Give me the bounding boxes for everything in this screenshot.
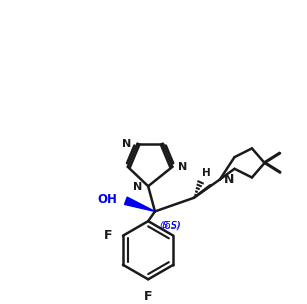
Text: (δS): (δS) — [161, 220, 181, 230]
Text: F: F — [144, 290, 152, 303]
Text: H: H — [203, 168, 211, 178]
Text: N: N — [224, 173, 234, 186]
Text: N: N — [178, 162, 188, 172]
Polygon shape — [125, 197, 155, 212]
Text: F: F — [104, 229, 112, 242]
Text: OH: OH — [97, 193, 117, 206]
Text: (S,S): (S,S) — [159, 222, 180, 230]
Text: N: N — [122, 139, 132, 149]
Text: N: N — [133, 182, 142, 192]
